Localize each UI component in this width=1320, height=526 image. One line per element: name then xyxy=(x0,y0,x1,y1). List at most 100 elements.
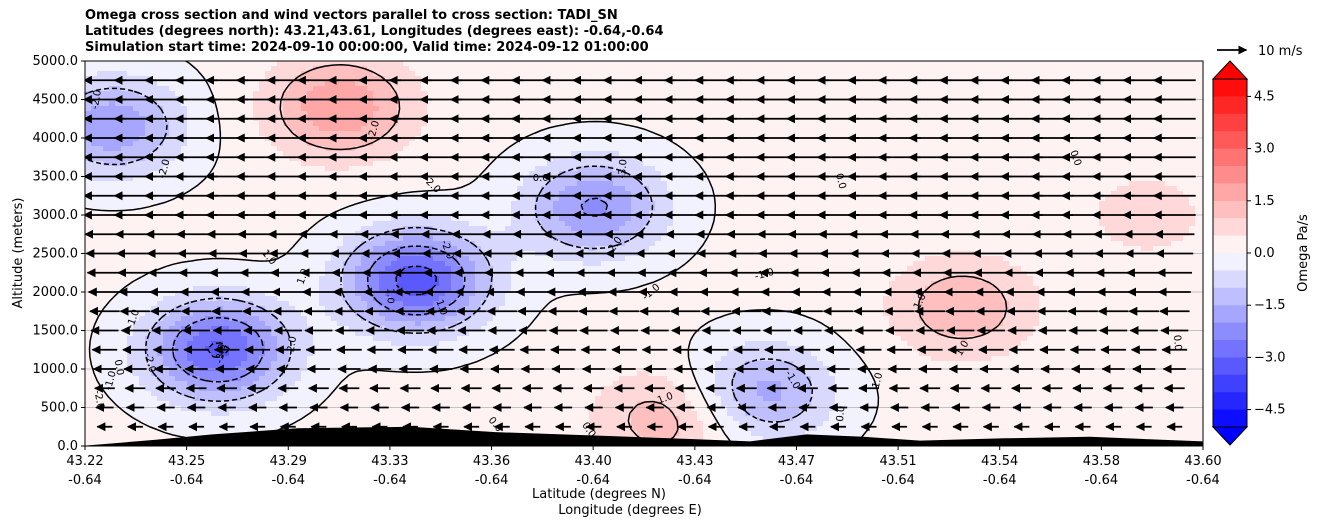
omega-cell xyxy=(1039,81,1046,87)
omega-cell xyxy=(337,161,344,167)
omega-cell xyxy=(625,176,632,182)
omega-cell xyxy=(1057,61,1064,67)
omega-cell xyxy=(247,146,254,152)
omega-cell xyxy=(115,91,122,97)
omega-cell xyxy=(709,71,716,77)
omega-cell xyxy=(703,181,710,187)
omega-cell xyxy=(1201,166,1203,172)
omega-cell xyxy=(793,176,800,182)
omega-cell xyxy=(715,176,722,182)
omega-cell xyxy=(823,106,830,112)
omega-cell xyxy=(289,181,296,187)
omega-cell xyxy=(1105,66,1112,72)
omega-cell xyxy=(337,91,344,97)
omega-cell xyxy=(1153,166,1160,172)
omega-cell xyxy=(313,156,320,162)
omega-cell xyxy=(667,71,674,77)
omega-cell xyxy=(277,186,284,192)
omega-cell xyxy=(1027,71,1034,77)
omega-cell xyxy=(325,126,332,132)
omega-cell xyxy=(421,101,428,107)
omega-cell xyxy=(265,111,272,117)
omega-cell xyxy=(595,171,602,177)
omega-cell xyxy=(313,61,320,67)
omega-cell xyxy=(481,121,488,127)
omega-cell xyxy=(1075,101,1082,107)
omega-cell xyxy=(1093,81,1100,87)
omega-cell xyxy=(1045,161,1052,167)
omega-cell xyxy=(307,71,314,77)
omega-cell xyxy=(649,171,656,177)
omega-cell xyxy=(973,111,980,117)
omega-cell xyxy=(139,71,146,77)
omega-cell xyxy=(139,161,146,167)
omega-cell xyxy=(667,166,674,172)
omega-cell xyxy=(1123,81,1130,87)
omega-cell xyxy=(859,76,866,82)
omega-cell xyxy=(1147,126,1154,132)
omega-cell xyxy=(1063,141,1070,147)
omega-cell xyxy=(277,76,284,82)
omega-cell xyxy=(985,106,992,112)
omega-cell xyxy=(907,146,914,152)
omega-cell xyxy=(229,151,236,157)
omega-cell xyxy=(1087,151,1094,157)
omega-cell xyxy=(289,106,296,112)
omega-cell xyxy=(379,66,386,72)
omega-cell xyxy=(139,151,146,157)
omega-cell xyxy=(1201,81,1203,87)
omega-cell xyxy=(865,166,872,172)
omega-cell xyxy=(721,121,728,127)
omega-cell xyxy=(1159,181,1166,187)
omega-cell xyxy=(643,121,650,127)
omega-cell xyxy=(217,66,224,72)
omega-cell xyxy=(925,146,932,152)
omega-cell xyxy=(229,111,236,117)
omega-cell xyxy=(193,156,200,162)
omega-cell xyxy=(481,106,488,112)
omega-cell xyxy=(187,161,194,167)
omega-cell xyxy=(1171,186,1178,192)
omega-cell xyxy=(487,191,494,197)
omega-cell xyxy=(415,106,422,112)
omega-cell xyxy=(475,61,482,67)
omega-cell xyxy=(1171,131,1178,137)
omega-cell xyxy=(265,71,272,77)
omega-cell xyxy=(961,146,968,152)
omega-cell xyxy=(121,91,128,97)
omega-cell xyxy=(481,91,488,97)
omega-cell xyxy=(1027,146,1034,152)
omega-cell xyxy=(523,121,530,127)
omega-cell xyxy=(205,141,212,147)
omega-cell xyxy=(901,186,908,192)
omega-cell xyxy=(403,151,410,157)
omega-cell xyxy=(1045,146,1052,152)
omega-cell xyxy=(547,141,554,147)
omega-cell xyxy=(1033,111,1040,117)
omega-cell xyxy=(481,111,488,117)
omega-cell xyxy=(211,76,218,82)
omega-cell xyxy=(1075,156,1082,162)
omega-cell xyxy=(199,121,206,127)
omega-cell xyxy=(565,156,572,162)
omega-cell xyxy=(733,141,740,147)
omega-cell xyxy=(625,106,632,112)
omega-cell xyxy=(133,176,140,182)
omega-cell xyxy=(1105,156,1112,162)
omega-cell xyxy=(235,126,242,132)
omega-cell xyxy=(757,166,764,172)
omega-cell xyxy=(361,71,368,77)
omega-cell xyxy=(1099,141,1106,147)
omega-cell xyxy=(1141,166,1148,172)
omega-cell xyxy=(805,166,812,172)
omega-cell xyxy=(187,141,194,147)
omega-cell xyxy=(799,111,806,117)
omega-cell xyxy=(175,186,182,192)
omega-cell xyxy=(985,91,992,97)
omega-cell xyxy=(787,71,794,77)
omega-cell xyxy=(781,81,788,87)
omega-cell xyxy=(475,101,482,107)
omega-cell xyxy=(1111,181,1118,187)
omega-cell xyxy=(217,91,224,97)
omega-cell xyxy=(529,111,536,117)
